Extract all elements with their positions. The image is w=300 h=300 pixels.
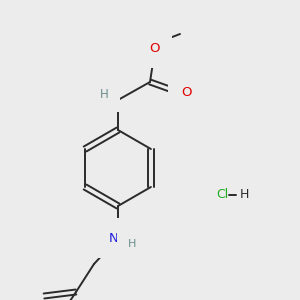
Text: Cl: Cl	[216, 188, 228, 202]
Text: N: N	[109, 232, 119, 244]
Text: H: H	[128, 239, 136, 249]
Text: O: O	[149, 41, 159, 55]
Text: H: H	[100, 88, 108, 100]
Text: O: O	[181, 85, 191, 98]
Text: H: H	[239, 188, 249, 202]
